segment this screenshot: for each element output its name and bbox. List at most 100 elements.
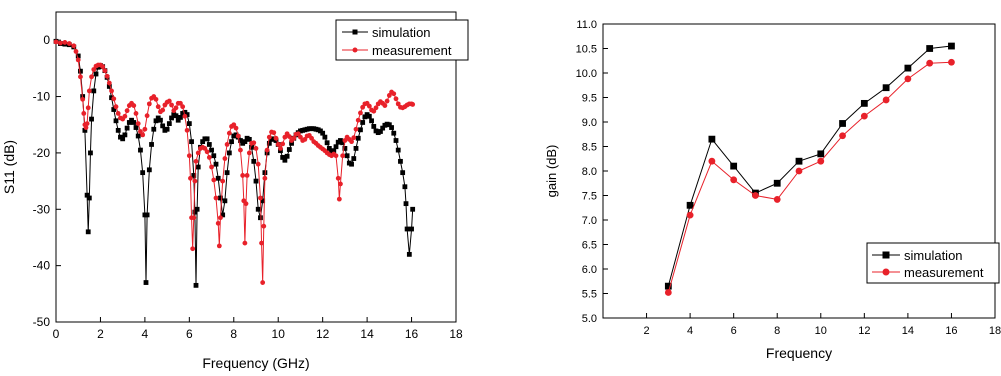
s11-measurement-point	[81, 111, 86, 116]
s11-simulation-point	[167, 121, 172, 126]
s11-simulation-point	[187, 121, 192, 126]
s11-measurement-point	[71, 43, 76, 48]
s11-measurement-point	[265, 148, 270, 153]
s11-simulation-point	[88, 151, 93, 156]
s11-simulation-point	[165, 127, 170, 132]
s11-measurement-point	[261, 224, 266, 229]
s11-y-tick-label: -40	[33, 259, 51, 273]
gain-measurement-point	[752, 192, 759, 199]
s11-measurement-point	[356, 118, 361, 123]
s11-chart: 0 2 4 6 8 10 12 14 16 180-10-20-30-40-50 Frequenc…	[1, 12, 468, 371]
s11-measurement-point	[145, 113, 150, 118]
s11-legend-measurement-marker	[353, 48, 358, 53]
gain-measurement-point	[817, 158, 824, 165]
s11-simulation-point	[410, 207, 415, 212]
s11-measurement-point	[187, 153, 192, 158]
gain-y-tick-label: 5.5	[582, 289, 597, 301]
s11-measurement-point	[54, 39, 59, 44]
s11-simulation-point	[358, 127, 363, 132]
s11-simulation-point	[402, 184, 407, 189]
gain-simulation-point	[796, 158, 803, 165]
s11-measurement-point	[262, 176, 267, 181]
s11-measurement-point	[358, 110, 363, 115]
gain-x-tick-label: 12	[858, 325, 870, 337]
s11-simulation-point	[194, 283, 199, 288]
s11-measurement-point	[218, 215, 223, 220]
gain-measurement-point	[708, 158, 715, 165]
s11-measurement-point	[244, 201, 249, 206]
s11-simulation-point	[189, 139, 194, 144]
s11-simulation-point	[349, 162, 354, 167]
s11-simulation-point	[287, 147, 292, 152]
s11-measurement-point	[147, 101, 152, 106]
gain-x-tick-label: 14	[902, 325, 914, 337]
s11-measurement-point	[385, 99, 390, 104]
s11-simulation-point	[214, 162, 219, 167]
gain-y-tick-label: 5.0	[582, 313, 597, 325]
s11-legend-simulation-marker	[353, 30, 358, 35]
s11-simulation-point	[356, 136, 361, 141]
s11-simulation-point	[256, 207, 261, 212]
s11-simulation-point	[367, 114, 372, 119]
gain-y-tick-label: 10.5	[576, 44, 597, 56]
s11-measurement-point	[338, 182, 343, 187]
gain-measurement-point	[904, 75, 911, 82]
s11-measurement-point	[410, 102, 415, 107]
s11-measurement-point	[154, 97, 159, 102]
s11-measurement-point	[217, 244, 222, 249]
s11-measurement-point	[222, 156, 227, 161]
s11-simulation-point	[251, 159, 256, 164]
s11-measurement-point	[382, 103, 387, 108]
s11-simulation-point	[227, 151, 232, 156]
gain-simulation-point	[883, 84, 890, 91]
s11-simulation-point	[125, 126, 130, 131]
s11-measurement-point	[102, 68, 107, 73]
s11-simulation-point	[136, 134, 141, 139]
s11-simulation-point	[149, 142, 154, 147]
s11-simulation-point	[207, 142, 212, 147]
gain-y-tick-label: 10.0	[576, 68, 597, 80]
s11-measurement-point	[142, 127, 147, 132]
gain-y-tick-label: 9.5	[582, 93, 597, 105]
s11-simulation-point	[225, 170, 230, 175]
s11-measurement-point	[391, 91, 396, 96]
s11-measurement-point	[58, 41, 63, 46]
s11-measurement-point	[156, 104, 161, 109]
s11-x-tick-label: 16	[405, 327, 419, 341]
s11-measurement-point	[227, 131, 232, 136]
s11-measurement-point	[236, 134, 241, 139]
s11-measurement-point	[111, 96, 116, 101]
gain-measurement-point	[687, 212, 694, 219]
gain-y-tick-label: 9.0	[582, 117, 597, 129]
s11-measurement-point	[271, 130, 276, 135]
s11-measurement-point	[140, 132, 145, 137]
s11-legend: simulation measurement	[336, 20, 468, 60]
s11-measurement-point	[89, 74, 94, 79]
gain-x-tick-label: 18	[989, 325, 1001, 337]
gain-measurement-point	[948, 59, 955, 66]
gain-legend-simulation-marker	[883, 252, 890, 259]
s11-y-tick-label: -50	[33, 315, 51, 329]
s11-simulation-point	[209, 148, 214, 153]
s11-simulation-point	[131, 120, 136, 125]
s11-simulation-point	[160, 123, 165, 128]
s11-x-tick-label: 8	[230, 327, 237, 341]
s11-x-tick-label: 10	[272, 327, 286, 341]
s11-y-axis-label: S11 (dB)	[1, 140, 17, 194]
s11-simulation-point	[145, 213, 150, 218]
s11-measurement-point	[260, 280, 265, 285]
s11-x-tick-label: 2	[97, 327, 104, 341]
s11-simulation-point	[405, 227, 410, 232]
s11-simulation-point	[205, 136, 210, 141]
s11-simulation-point	[285, 154, 290, 159]
gain-x-tick-label: 6	[731, 325, 737, 337]
s11-simulation-point	[140, 170, 145, 175]
s11-measurement-point	[182, 114, 187, 119]
gain-simulation-point	[948, 43, 955, 50]
s11-measurement-point	[180, 104, 185, 109]
s11-simulation-point	[116, 128, 121, 133]
gain-y-tick-label: 6.0	[582, 264, 597, 276]
s11-x-tick-label: 4	[142, 327, 149, 341]
s11-measurement-point	[216, 221, 221, 226]
s11-simulation-point	[216, 176, 221, 181]
